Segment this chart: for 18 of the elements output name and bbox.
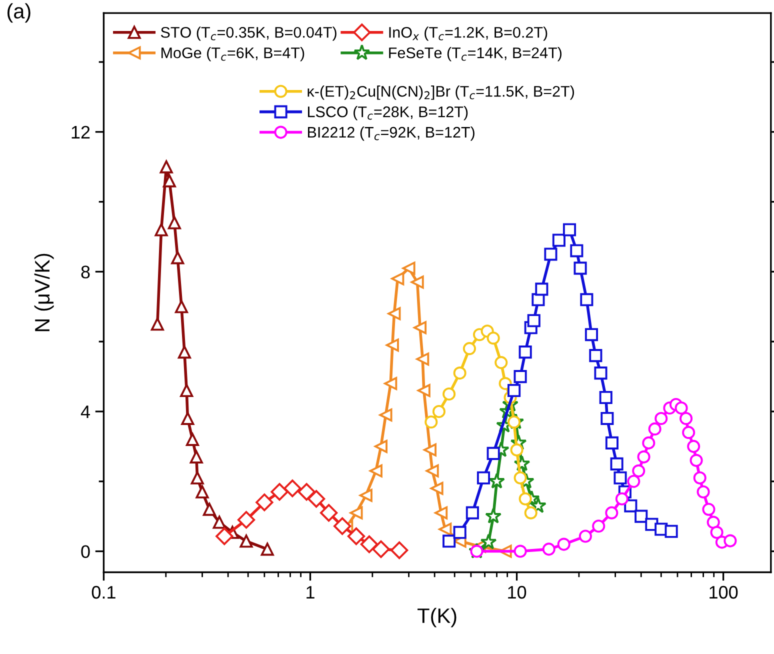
legend-label: κ-(ET)$_{2}$Cu[N(CN)$_{2}$]Br (T$_{c}$=11.5K, B=2T) bbox=[308, 86, 574, 100]
y-tick-label: 8 bbox=[81, 266, 90, 278]
legend-label: STO (T$_{c}$=0.35K, B=0.04T) bbox=[160, 26, 336, 41]
y-tick-label: 4 bbox=[80, 406, 90, 418]
y-tick-label: 0 bbox=[81, 545, 90, 558]
legend-label: InO$_{x}$ (T$_{c}$=1.2K, B=0.2T) bbox=[389, 26, 548, 41]
x-tick-label: 0.1 bbox=[92, 586, 116, 599]
x-axis-title: T(K) bbox=[418, 608, 456, 628]
y-axis-title: N (μV/K) bbox=[34, 254, 54, 332]
x-tick-label: 1 bbox=[306, 586, 314, 599]
x-tick-label: 100 bbox=[710, 586, 738, 599]
y-tick-label: 12 bbox=[72, 126, 90, 138]
legend-label: MoGe (T$_{c}$=6K, B=4T) bbox=[161, 47, 304, 62]
legend-label: BI2212 (T$_{c}$=92K, B=12T) bbox=[308, 126, 474, 141]
legend-label: LSCO (T$_{c}$=28K, B=12T) bbox=[308, 106, 468, 120]
x-tick-label: 10 bbox=[508, 586, 526, 599]
text: (a) bbox=[7, 3, 30, 23]
legend-label: FeSeTe (T$_{c}$=14K, B=24T) bbox=[389, 47, 562, 62]
